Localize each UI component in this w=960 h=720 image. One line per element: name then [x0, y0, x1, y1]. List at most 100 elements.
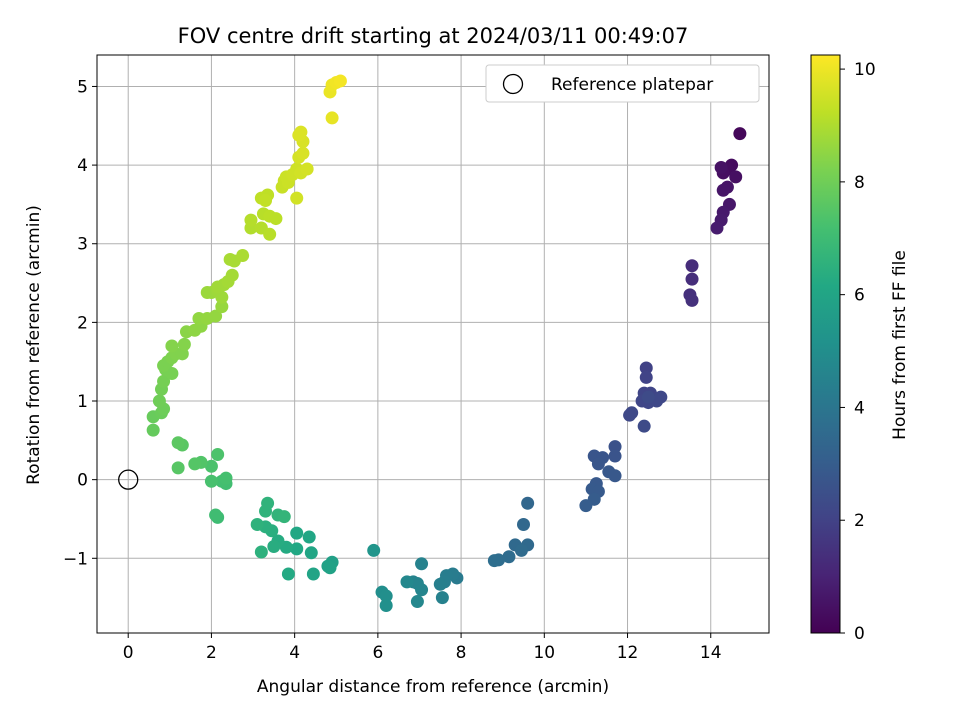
data-point — [261, 496, 275, 510]
y-tick-label: 0 — [77, 471, 88, 491]
data-point — [171, 461, 185, 475]
y-tick-label: −1 — [63, 549, 88, 569]
data-point — [367, 543, 381, 557]
x-tick-label: 6 — [372, 643, 383, 663]
data-point — [379, 589, 393, 603]
data-point — [415, 557, 429, 571]
data-point — [502, 550, 516, 564]
data-point — [267, 539, 281, 553]
data-point — [259, 193, 273, 207]
colorbar-tick-label: 6 — [854, 286, 865, 306]
data-point — [623, 408, 637, 422]
data-point — [152, 394, 166, 408]
data-point — [204, 474, 218, 488]
data-point — [639, 370, 653, 384]
data-point — [654, 390, 668, 404]
y-axis-ticks: −1 0 1 2 3 4 5 — [63, 77, 97, 569]
data-point — [219, 471, 233, 485]
colorbar-tick-label: 10 — [854, 60, 876, 80]
data-point — [165, 339, 179, 353]
data-point — [433, 577, 447, 591]
colorbar-tick-label: 4 — [854, 398, 865, 418]
x-tick-label: 4 — [289, 643, 300, 663]
data-point — [685, 259, 699, 273]
data-point — [591, 457, 605, 471]
legend-marker-icon — [502, 73, 524, 95]
data-point — [250, 517, 264, 531]
data-point — [487, 554, 501, 568]
chart-title: FOV centre drift starting at 2024/03/11 … — [178, 24, 689, 48]
data-point — [290, 526, 304, 540]
y-axis-label: Rotation from reference (arcmin) — [24, 205, 44, 485]
data-point — [517, 517, 531, 531]
data-point — [639, 361, 653, 375]
data-point — [204, 459, 218, 473]
data-point — [435, 591, 449, 605]
y-tick-label: 3 — [77, 235, 88, 255]
data-point — [296, 146, 310, 160]
data-point — [608, 449, 622, 463]
plot-frame — [96, 54, 770, 634]
legend: Reference platepar — [485, 64, 760, 103]
grid-lines — [97, 55, 769, 633]
x-tick-label: 2 — [206, 643, 217, 663]
y-tick-label: 1 — [77, 392, 88, 412]
data-point — [215, 290, 229, 304]
x-tick-label: 0 — [123, 643, 134, 663]
data-point — [304, 546, 318, 560]
data-point — [521, 496, 535, 510]
data-point — [177, 337, 191, 351]
data-point — [415, 583, 429, 597]
colorbar-tick-label: 2 — [854, 511, 865, 531]
y-tick-label: 4 — [77, 156, 88, 176]
data-point — [325, 111, 339, 125]
data-point — [290, 191, 304, 205]
data-point — [579, 499, 593, 513]
data-point — [146, 423, 160, 437]
colorbar-label: Hours from first FF file — [890, 250, 910, 440]
data-point — [608, 469, 622, 483]
data-point — [302, 530, 316, 544]
colorbar-ticks: 0 2 4 6 8 10 — [840, 60, 876, 644]
y-tick-label: 5 — [77, 77, 88, 97]
data-point — [254, 545, 268, 559]
data-point — [400, 575, 414, 589]
data-point — [244, 213, 258, 227]
x-axis-label: Angular distance from reference (arcmin) — [257, 677, 609, 697]
data-point — [290, 542, 304, 556]
data-point — [188, 457, 202, 471]
colorbar-tick-label: 8 — [854, 173, 865, 193]
scatter-points — [146, 74, 747, 612]
data-point — [733, 127, 747, 141]
data-point — [281, 567, 295, 581]
data-point — [225, 268, 239, 282]
x-tick-label: 14 — [700, 643, 722, 663]
data-point — [729, 170, 743, 184]
data-point — [171, 436, 185, 450]
data-point — [710, 221, 724, 235]
data-point — [323, 561, 337, 575]
data-point — [514, 543, 528, 557]
data-point — [263, 227, 277, 241]
data-point — [211, 447, 225, 461]
legend-label: Reference platepar — [551, 75, 713, 95]
data-point — [637, 419, 651, 433]
data-point — [685, 293, 699, 307]
data-point — [714, 160, 728, 174]
data-point — [379, 598, 393, 612]
x-tick-label: 8 — [456, 643, 467, 663]
data-point — [641, 390, 655, 404]
data-point — [269, 212, 283, 226]
reference-marker — [118, 469, 139, 490]
data-point — [236, 249, 250, 263]
legend-box — [485, 64, 760, 103]
data-point — [277, 510, 291, 524]
x-axis-ticks: 0 2 4 6 8 10 12 14 — [123, 633, 722, 663]
data-point — [410, 595, 424, 609]
data-point — [716, 183, 730, 197]
x-tick-label: 10 — [533, 643, 555, 663]
data-point — [157, 374, 171, 388]
y-tick-label: 2 — [77, 313, 88, 333]
data-point — [209, 309, 223, 323]
